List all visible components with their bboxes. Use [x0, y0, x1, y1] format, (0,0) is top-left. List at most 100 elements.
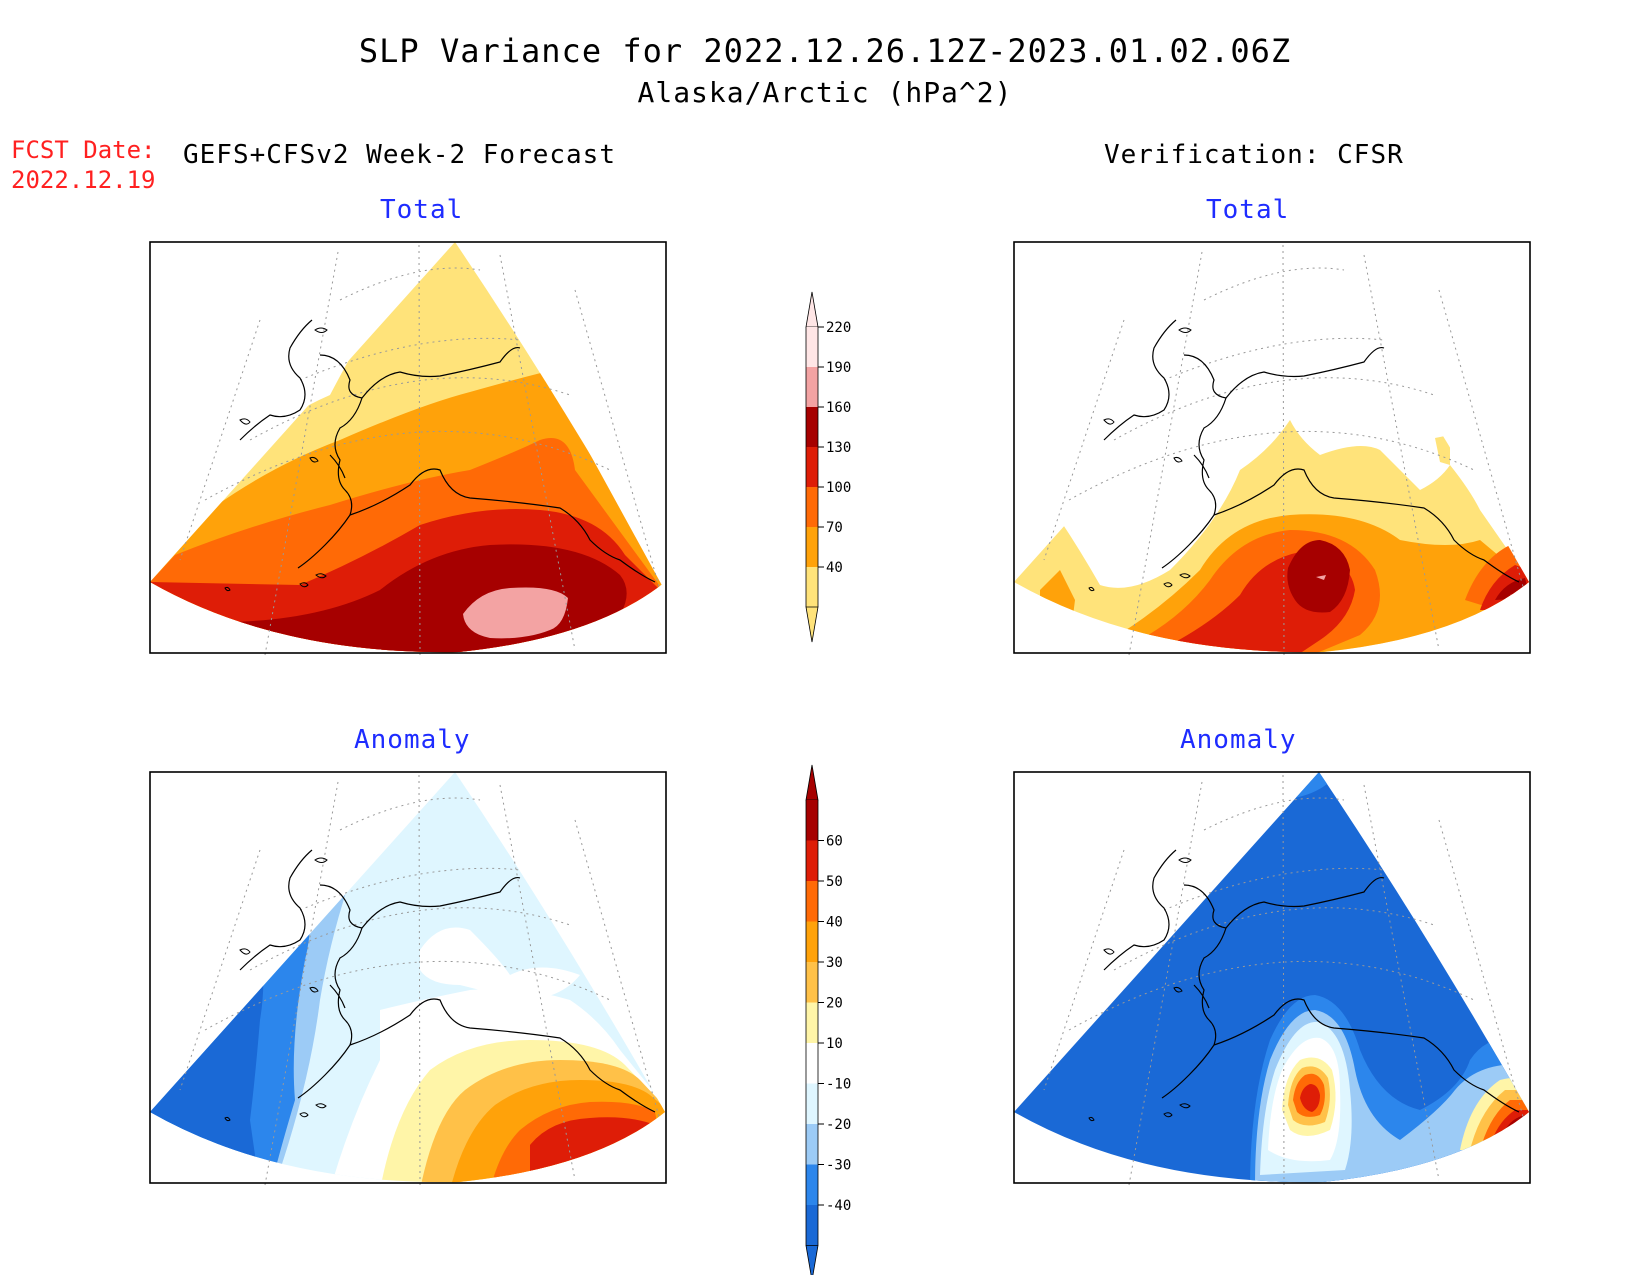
island-outline	[1103, 418, 1115, 425]
colorbar-tick-label: 190	[826, 360, 851, 376]
colorbar-tick-label: 10	[826, 1036, 843, 1052]
latitude-line	[204, 430, 611, 501]
meridian-line	[1363, 254, 1440, 651]
verification-total-map	[1014, 242, 1529, 653]
colorbar-segment	[806, 1164, 818, 1205]
meridian-line	[1043, 319, 1125, 561]
island-outline	[314, 857, 328, 863]
coastline	[1103, 319, 1520, 583]
meridian-line	[179, 319, 261, 561]
island-outline	[1173, 456, 1183, 463]
colorbar-segment	[806, 1002, 818, 1043]
island-outline	[314, 327, 328, 333]
panel-title-forecast-total: Total	[380, 195, 464, 225]
colorbar-tick-label: 70	[826, 520, 843, 536]
colorbar-segment	[806, 1124, 818, 1165]
colorbar-segment	[806, 840, 818, 881]
island-outline	[309, 456, 319, 463]
island-outline	[309, 986, 319, 993]
latitude-line	[1113, 907, 1435, 971]
chart-title: SLP Variance for 2022.12.26.12Z-2023.01.…	[358, 32, 1292, 70]
island-outline	[1103, 948, 1115, 955]
map-overlays	[149, 241, 1531, 1186]
coastline	[1103, 849, 1520, 1113]
meridian-line	[1128, 251, 1203, 656]
island-outline	[224, 586, 231, 592]
island-outline	[299, 582, 309, 588]
coastline	[239, 849, 656, 1113]
meridian-line	[1043, 849, 1125, 1091]
colorbar-top-arrow	[805, 291, 819, 328]
latitude-line	[1068, 430, 1475, 501]
panel-overlay-3	[149, 771, 667, 1186]
latitude-line	[1113, 377, 1435, 441]
forecast-total-map	[150, 242, 665, 653]
meridian-line	[1363, 784, 1440, 1181]
latitude-line	[1163, 337, 1385, 381]
meridian-line	[1438, 819, 1525, 1121]
meridian-line	[418, 774, 421, 1186]
colorbar-tick-label: -30	[826, 1158, 851, 1174]
colorbar-segment	[806, 407, 818, 447]
panel-frame	[1013, 771, 1531, 1184]
island-outline	[1163, 582, 1173, 588]
meridian-line	[1282, 774, 1285, 1186]
meridian-line	[418, 244, 421, 656]
colorbar-tick-label: -40	[826, 1198, 851, 1214]
island-outline	[224, 1116, 231, 1122]
colorbar-segment	[806, 962, 818, 1003]
island-outline	[1163, 1112, 1173, 1118]
colorbar-segment	[806, 367, 818, 407]
colorbar-segment	[806, 567, 818, 607]
meridian-line	[264, 781, 339, 1186]
chart-subtitle: Alaska/Arctic (hPa^2)	[637, 76, 1013, 109]
island-outline	[299, 1112, 309, 1118]
meridian-line	[574, 819, 661, 1121]
panel-overlay-4	[1013, 771, 1531, 1186]
colorbar-tick-label: -10	[826, 1077, 851, 1093]
island-outline	[1179, 573, 1191, 579]
colorbar-top-arrow	[805, 764, 819, 801]
colorbar-segment	[806, 327, 818, 367]
meridian-line	[1438, 289, 1525, 591]
forecast-column-header: GEFS+CFSv2 Week-2 Forecast	[183, 140, 616, 170]
colorbar-segment	[806, 1083, 818, 1124]
colorbar-tick-label: 220	[826, 320, 851, 336]
island-outline	[315, 1103, 327, 1109]
colorbar-segment	[806, 800, 818, 841]
meridian-line	[1128, 781, 1203, 1186]
coastline	[239, 319, 656, 583]
colorbar-tick-label: 50	[826, 874, 843, 890]
colorbar-segment	[806, 527, 818, 567]
panel-overlay-1	[149, 241, 667, 656]
latitude-line	[1163, 867, 1385, 911]
colorbar-segment	[806, 881, 818, 922]
meridian-line	[264, 251, 339, 656]
panel-frame	[1013, 241, 1531, 654]
island-outline	[1178, 857, 1192, 863]
colorbar-tick-label: 160	[826, 400, 851, 416]
island-outline	[239, 418, 251, 425]
colorbar-tick-label: 130	[826, 440, 851, 456]
latitude-line	[1068, 960, 1475, 1031]
colorbar-segment	[806, 921, 818, 962]
colorbar-bottom-arrow	[805, 606, 819, 643]
latitude-line	[204, 960, 611, 1031]
island-outline	[315, 573, 327, 579]
colorbar-tick-label: 30	[826, 955, 843, 971]
latitude-line	[249, 907, 571, 971]
island-outline	[1173, 986, 1183, 993]
meridian-line	[499, 784, 576, 1181]
forecast-anomaly-map	[150, 772, 665, 1183]
panel-title-verification-anomaly: Anomaly	[1180, 725, 1297, 755]
colorbar-tick-label: 40	[826, 915, 843, 931]
latitude-line	[249, 377, 571, 441]
colorbar-total: 40 70 100 130 160 190 220	[805, 291, 851, 643]
island-outline	[239, 948, 251, 955]
forecast-date-label: FCST Date:	[11, 136, 156, 164]
verification-column-header: Verification: CFSR	[1104, 140, 1404, 170]
forecast-date-value: 2022.12.19	[11, 166, 156, 194]
island-outline	[1179, 1103, 1191, 1109]
colorbar-segment	[806, 447, 818, 487]
